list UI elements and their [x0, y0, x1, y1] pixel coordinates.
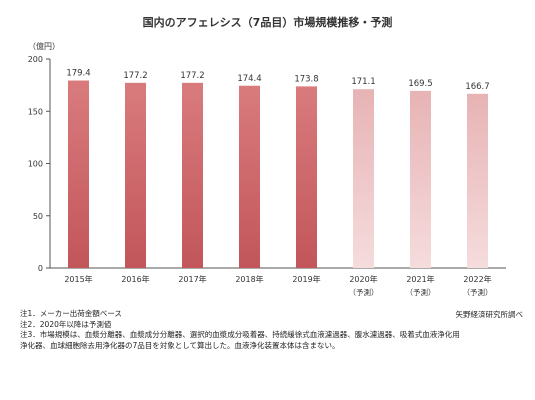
chart-title: 国内のアフェレシス（7品目）市場規模推移・予測 — [142, 16, 393, 29]
bar-value-label: 177.2 — [180, 71, 204, 81]
x-tick-label: 2017年 — [178, 274, 206, 284]
bar — [182, 82, 203, 269]
note-1: 注1．メーカー出荷金額ベース — [20, 309, 122, 318]
bar-value-label: 166.7 — [465, 82, 489, 92]
bar-chart: （億円） 0 50 100 150 200 179.4 2015年 177.2 2016年 177.… — [28, 41, 506, 297]
x-tick-label: 2018年 — [235, 274, 263, 284]
bar-value-label: 173.8 — [294, 74, 318, 84]
x-tick-label: 2021年 — [406, 274, 434, 284]
bar — [125, 82, 146, 269]
bar-value-label: 179.4 — [66, 69, 90, 79]
bar-value-label: 177.2 — [123, 71, 147, 81]
note-2: 注2．2020年以降は予測値 — [20, 319, 112, 329]
x-tick-label: 2016年 — [121, 274, 149, 284]
x-tick-label: 2019年 — [292, 274, 320, 284]
y-tick-label: 0 — [38, 264, 43, 273]
forecast-label: （予測） — [463, 287, 493, 297]
x-tick-label: 2020年 — [349, 274, 377, 284]
bar — [68, 80, 89, 268]
y-tick-label: 50 — [33, 212, 43, 221]
source-credit: 矢野経済研究所調べ — [455, 310, 524, 319]
note-3: 注3．市場規模は、血漿分離器、血漿成分分離器、選択的血漿成分吸着器、持続緩徐式血… — [20, 330, 460, 339]
bar-value-label: 171.1 — [351, 77, 375, 87]
x-tick-label: 2022年 — [463, 274, 491, 284]
bar — [296, 86, 317, 268]
bar — [353, 89, 374, 268]
bar-value-label: 169.5 — [408, 79, 432, 89]
y-tick-label: 200 — [28, 55, 43, 64]
y-tick-label: 150 — [28, 107, 43, 116]
forecast-label: （予測） — [406, 287, 436, 297]
bar-value-label: 174.4 — [237, 74, 261, 84]
notes: 注1．メーカー出荷金額ベース 注2．2020年以降は予測値 注3．市場規模は、血… — [20, 309, 525, 351]
note-3-continued: 浄化器、血球細胞除去用浄化器の7品目を対象として算出した。血液浄化装置本体は含ま… — [20, 340, 340, 350]
bar — [410, 90, 431, 268]
x-tick-label: 2015年 — [64, 274, 92, 284]
bar — [239, 85, 260, 268]
bar — [467, 93, 488, 269]
y-axis-unit-label: （億円） — [28, 41, 60, 51]
y-tick-label: 100 — [28, 160, 43, 169]
forecast-label: （予測） — [349, 287, 379, 297]
